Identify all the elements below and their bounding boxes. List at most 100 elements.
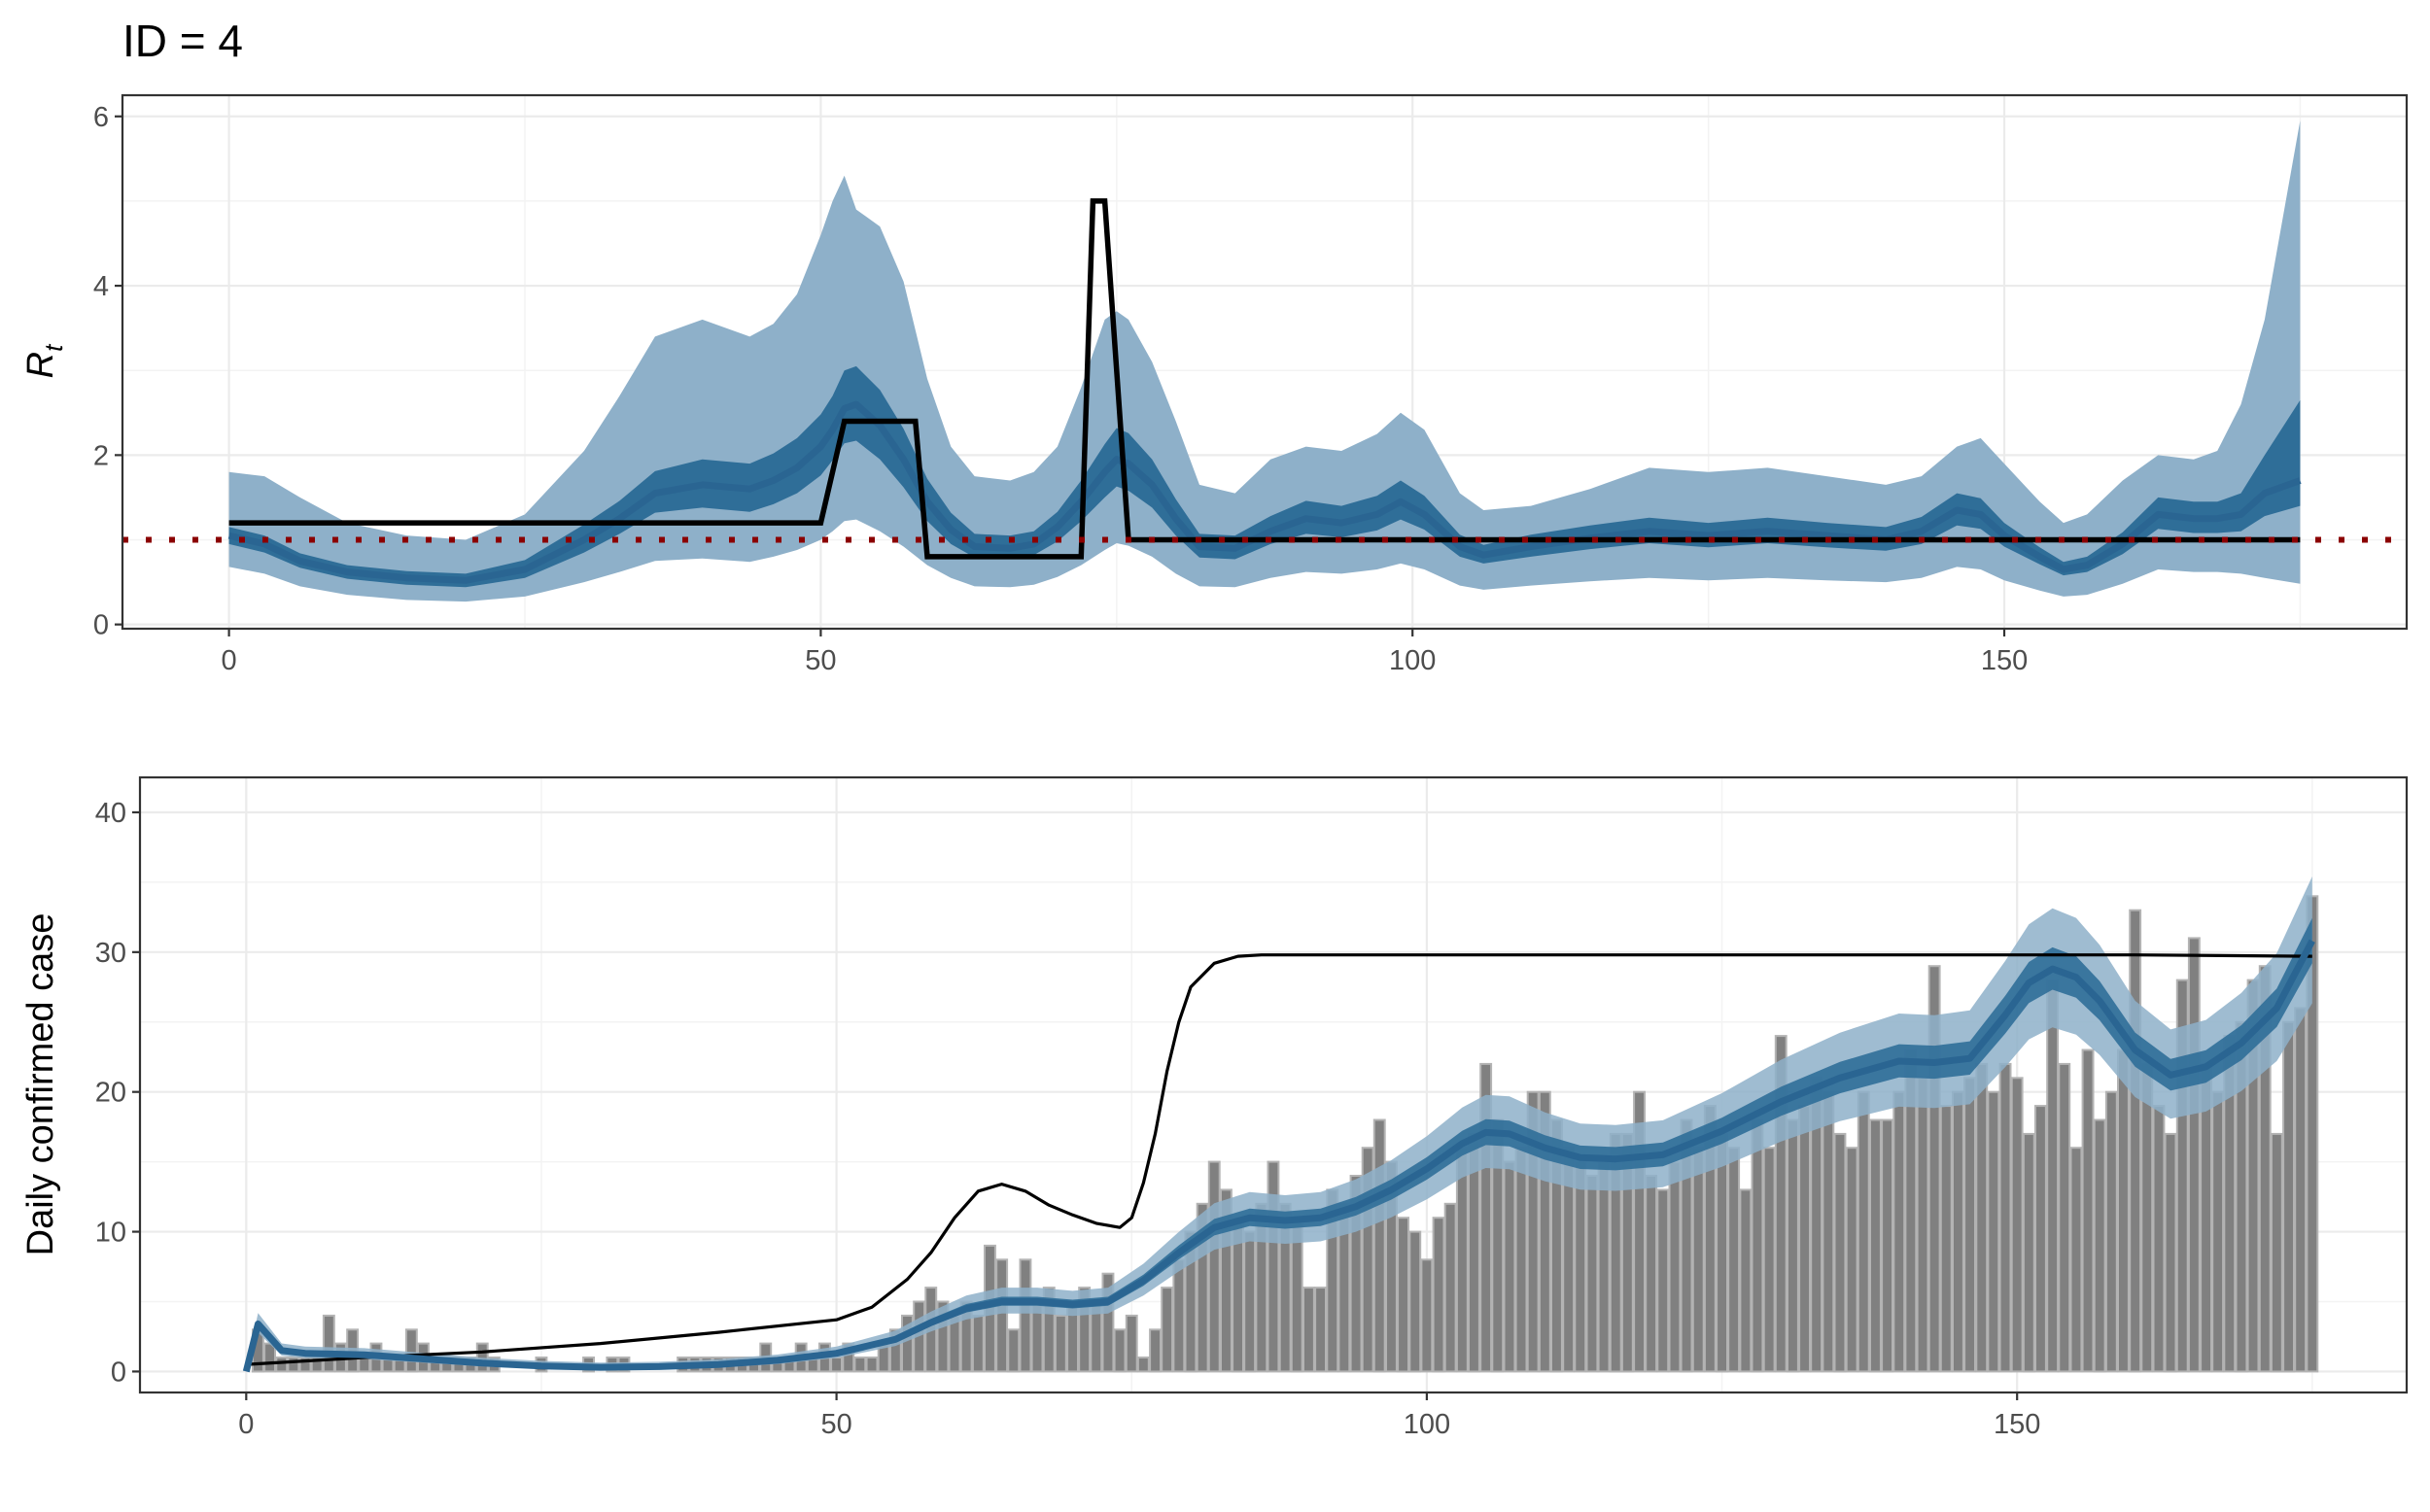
case-bar bbox=[2187, 937, 2201, 1373]
cases-x-tick-label: 0 bbox=[238, 1409, 254, 1440]
case-bar bbox=[1007, 1328, 1021, 1373]
case-bar bbox=[1833, 1132, 1847, 1373]
rt-ylabel-sub: t bbox=[39, 343, 68, 352]
rt-panel-border bbox=[121, 93, 2409, 631]
case-bar bbox=[1019, 1258, 1032, 1373]
case-bar bbox=[2294, 1007, 2308, 1373]
cases-x-tick-label: 150 bbox=[1994, 1409, 2040, 1440]
rt-x-tick-label: 0 bbox=[222, 645, 237, 676]
case-bar bbox=[1302, 1287, 1315, 1373]
case-bar bbox=[2069, 1147, 2083, 1373]
case-bar bbox=[2152, 1105, 2166, 1373]
case-bar bbox=[1975, 1062, 1989, 1373]
rt-panel: 0 50 100 150 0 2 4 6 Rt bbox=[20, 93, 2409, 676]
case-bar bbox=[1668, 1160, 1682, 1373]
case-bar bbox=[2306, 895, 2319, 1373]
case-bar bbox=[1597, 1160, 1611, 1373]
case-bar bbox=[1113, 1328, 1127, 1373]
case-bar bbox=[1078, 1287, 1092, 1373]
cases-panel: 0 50 100 150 0 10 20 30 40 Daily confirmed case bbox=[20, 775, 2409, 1440]
case-bar bbox=[358, 1357, 371, 1373]
case-bar bbox=[2022, 1132, 2035, 1373]
case-bar bbox=[263, 1342, 277, 1373]
case-bar bbox=[1243, 1230, 1257, 1373]
case-bar bbox=[1869, 1118, 1882, 1373]
case-bar bbox=[1787, 1118, 1799, 1373]
case-bar bbox=[1455, 1147, 1469, 1373]
case-bar bbox=[936, 1300, 950, 1373]
cases-x-tick-label: 50 bbox=[820, 1409, 851, 1440]
case-bar bbox=[1443, 1202, 1457, 1373]
cases-x-tick-label: 100 bbox=[1404, 1409, 1450, 1440]
case-bar bbox=[1538, 1090, 1551, 1373]
case-bar bbox=[1998, 1062, 2012, 1373]
rt-median-line bbox=[227, 400, 2302, 584]
cases-expected-line bbox=[246, 953, 2312, 1366]
case-bar bbox=[2093, 1118, 2106, 1373]
case-bar bbox=[865, 1357, 879, 1373]
case-bar bbox=[1420, 1258, 1434, 1373]
case-bar bbox=[1125, 1314, 1138, 1373]
case-bar bbox=[1136, 1357, 1150, 1373]
case-bar bbox=[1927, 965, 1941, 1373]
case-bar bbox=[1054, 1314, 1067, 1373]
cases-y-tick-label: 40 bbox=[95, 798, 126, 829]
case-bar bbox=[1751, 1118, 1764, 1373]
case-bar bbox=[2258, 965, 2272, 1373]
case-bar bbox=[2270, 1132, 2283, 1373]
case-bar bbox=[1952, 1090, 1964, 1373]
cases-y-tick-label: 30 bbox=[95, 938, 126, 969]
case-bar bbox=[1774, 1035, 1788, 1373]
rt-lines bbox=[122, 198, 2407, 584]
cases-y-axis-title: Daily confirmed case bbox=[20, 913, 61, 1256]
case-bar bbox=[1220, 1188, 1232, 1373]
cases-panel-border bbox=[138, 775, 2409, 1394]
rt-true-line bbox=[228, 198, 2301, 560]
rt-y-axis-title: Rt bbox=[20, 343, 68, 378]
case-bar bbox=[2175, 979, 2189, 1373]
rt-y-tick-label: 2 bbox=[93, 440, 109, 471]
case-bar bbox=[1408, 1230, 1422, 1373]
case-bar bbox=[322, 1314, 335, 1373]
rt-x-tick-label: 100 bbox=[1389, 645, 1436, 676]
case-bar bbox=[1207, 1160, 1221, 1373]
case-bar bbox=[2117, 1048, 2130, 1373]
case-bar bbox=[1762, 1147, 1776, 1373]
case-bar bbox=[2058, 1062, 2071, 1373]
case-bar bbox=[1526, 1090, 1540, 1373]
case-bar bbox=[1503, 1160, 1516, 1373]
case-bar bbox=[1574, 1160, 1587, 1373]
case-bar bbox=[888, 1328, 902, 1373]
case-bar bbox=[1798, 1105, 1811, 1373]
cases-lines bbox=[242, 939, 2315, 1373]
case-bar bbox=[2282, 1020, 2296, 1373]
figure-title: ID = 4 bbox=[122, 16, 243, 66]
case-bar bbox=[1514, 1147, 1528, 1373]
rt-y-tick-label: 0 bbox=[93, 610, 109, 641]
case-bar bbox=[2081, 1048, 2095, 1373]
cases-y-tick-label: 10 bbox=[95, 1218, 126, 1249]
case-bar bbox=[995, 1258, 1009, 1373]
case-bar bbox=[2164, 1132, 2177, 1373]
case-bar bbox=[2046, 979, 2060, 1373]
case-bar bbox=[404, 1328, 418, 1373]
rt-y-tick-label: 4 bbox=[93, 271, 109, 302]
case-bar bbox=[2211, 1090, 2225, 1373]
case-bar bbox=[901, 1314, 914, 1373]
case-bar bbox=[1987, 1090, 2000, 1373]
rt-y-tick-label: 6 bbox=[93, 102, 109, 133]
case-bar bbox=[1101, 1272, 1115, 1373]
case-bar bbox=[2140, 1062, 2154, 1373]
case-bar bbox=[1822, 1090, 1835, 1373]
case-bar bbox=[1267, 1160, 1280, 1373]
case-bar bbox=[1314, 1287, 1327, 1373]
case-bar bbox=[1585, 1175, 1599, 1373]
cases-axes: 0 50 100 150 0 10 20 30 40 bbox=[95, 798, 2041, 1440]
cases-median-line bbox=[242, 939, 2315, 1373]
case-bar bbox=[287, 1357, 300, 1373]
case-bar bbox=[1196, 1202, 1209, 1373]
case-bar bbox=[2034, 1105, 2047, 1373]
case-bar bbox=[275, 1357, 289, 1373]
case-bar bbox=[2010, 1077, 2024, 1373]
case-bar bbox=[1161, 1287, 1174, 1373]
